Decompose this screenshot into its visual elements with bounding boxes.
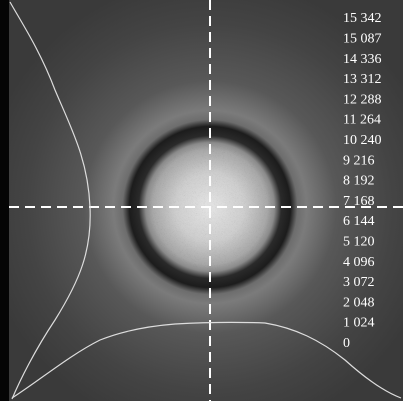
beam-profile-view: 15 342 15 087 14 336 13 312 12 288 11 264 10 2… [0,0,403,401]
scale-label: 5 120 [343,235,375,250]
left-border [0,0,9,401]
scale-label: 7 168 [343,194,375,209]
scale-label: 6 144 [343,214,375,229]
scale-label: 13 312 [343,72,382,87]
scale-label: 11 264 [343,113,381,128]
scale-label: 8 192 [343,174,375,189]
scale-label: 15 342 [343,11,382,26]
scale-label: 3 072 [343,275,375,290]
scale-label: 2 048 [343,295,375,310]
scale-label: 4 096 [343,255,375,270]
scale-label: 12 288 [343,92,382,107]
scale-label: 10 240 [343,133,382,148]
scale-label: 15 087 [343,32,382,47]
scale-label: 14 336 [343,52,382,67]
scale-label: 0 [343,336,350,351]
scale-label: 9 216 [343,153,375,168]
scale-label: 1 024 [343,316,375,331]
